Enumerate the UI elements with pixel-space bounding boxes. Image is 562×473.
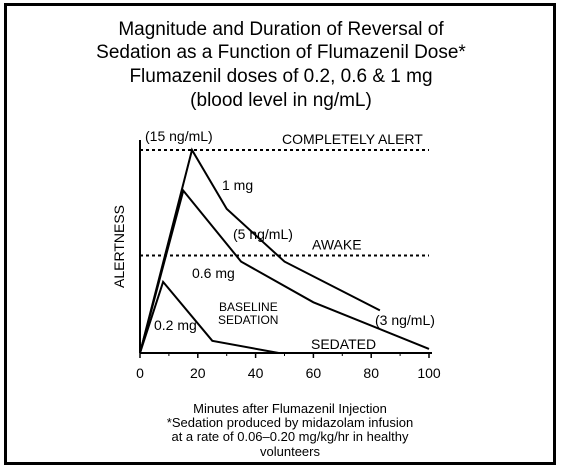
x-tick-label-100: 100 [417,365,441,381]
series-line-1-mg [139,147,381,354]
x-tick-label-0: 0 [136,365,144,381]
footnote-line-1: *Sedation produced by midazolam infusion [166,415,414,430]
annotation-3-ng-ml: (3 ng/mL) [375,312,435,328]
figure-frame [4,3,556,465]
annotation-5-ng-ml: (5 ng/mL) [233,226,293,242]
chart-subtitle-line-1: Flumazenil doses of 0.2, 0.6 & 1 mg [129,66,433,87]
series-label-0_2-mg: 0.2 mg [154,317,197,333]
annotation-sedated: SEDATED [311,336,376,352]
annotation-baseline: BASELINE [219,300,278,314]
series-label-1-mg: 1 mg [222,177,253,193]
series-label-0_6-mg: 0.6 mg [192,265,235,281]
y-axis-label: ALERTNESS [111,205,127,288]
x-tick-label-80: 80 [363,365,379,381]
chart-title-line-1: Magnitude and Duration of Reversal of [118,19,444,40]
footnote-line-2: at a rate of 0.06–0.20 mg/kg/hr in healt… [171,429,409,459]
x-tick-label-20: 20 [190,365,206,381]
reference-label-completely-alert: COMPLETELY ALERT [282,131,423,147]
annotation-sedation: SEDATION [218,313,278,327]
series-line-0_6-mg [139,188,430,354]
reference-label-awake: AWAKE [312,237,362,253]
x-axis-label: Minutes after Flumazenil Injection [193,401,387,416]
x-tick-label-40: 40 [248,365,264,381]
chart-subtitle-line-2: (blood level in ng/mL) [190,90,372,111]
chart-title-line-2: Sedation as a Function of Flumazenil Dos… [96,42,466,63]
annotation-15-ng-ml: (15 ng/mL) [145,128,213,144]
series-line-0_2-mg [139,279,279,354]
x-tick-label-60: 60 [306,365,322,381]
